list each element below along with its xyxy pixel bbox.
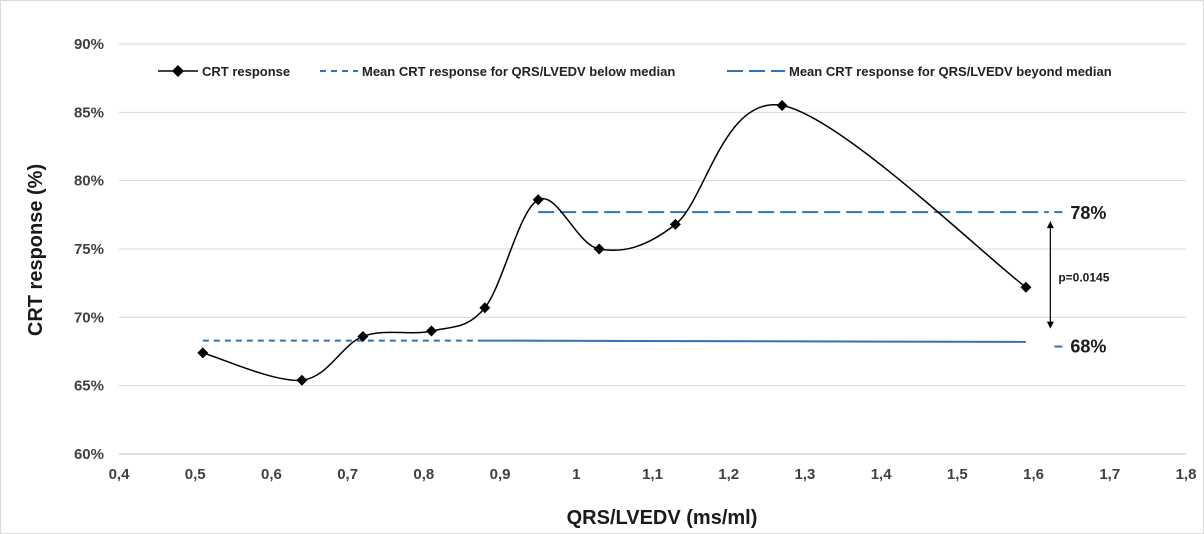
y-tick-label: 65% xyxy=(74,378,104,395)
crt-response-point xyxy=(425,325,437,337)
x-tick-label: 1,1 xyxy=(642,466,663,483)
legend-label-beyond-median: Mean CRT response for QRS/LVEDV beyond m… xyxy=(789,64,1112,79)
x-tick-label: 0,7 xyxy=(337,466,358,483)
y-tick-label: 60% xyxy=(74,446,104,463)
crt-response-point xyxy=(593,243,605,255)
x-tick-label: 1,5 xyxy=(947,466,968,483)
x-tick-label: 0,6 xyxy=(261,466,282,483)
crt-response-point xyxy=(479,302,491,314)
x-tick-label: 0,8 xyxy=(413,466,434,483)
legend-marker-crt-response xyxy=(172,65,184,77)
y-tick-labels: 60% 65% 70% 75% 80% 85% 90% xyxy=(74,36,104,463)
x-tick-label: 1,7 xyxy=(1099,466,1120,483)
x-tick-label: 0,4 xyxy=(109,466,131,483)
crt-response-point xyxy=(357,330,369,342)
x-tick-label: 1 xyxy=(572,466,580,483)
high-mean-label: 78% xyxy=(1070,203,1106,223)
x-tick-label: 1,2 xyxy=(718,466,739,483)
crt-response-point xyxy=(1020,281,1032,293)
y-axis-title: CRT response (%) xyxy=(25,164,47,336)
y-tick-label: 80% xyxy=(74,173,104,190)
x-tick-label: 1,4 xyxy=(871,466,893,483)
difference-arrow-head-down xyxy=(1046,321,1054,329)
annotation-layer xyxy=(1046,211,1063,348)
low-mean-label: 68% xyxy=(1070,337,1106,357)
grid xyxy=(119,43,1186,455)
x-tick-label: 0,5 xyxy=(185,466,206,483)
y-tick-label: 70% xyxy=(74,309,104,326)
legend: CRT response Mean CRT response for QRS/L… xyxy=(158,64,1112,79)
crt-response-point xyxy=(669,218,681,230)
difference-arrow-head-up xyxy=(1046,221,1054,229)
x-tick-labels: 0,4 0,5 0,6 0,7 0,8 0,9 1 1,1 1,2 1,3 1,4 1,5 1,6 1,7… xyxy=(109,466,1197,483)
legend-label-below-median: Mean CRT response for QRS/LVEDV below me… xyxy=(362,64,675,79)
crt-response-point xyxy=(532,194,544,206)
y-tick-label: 90% xyxy=(74,36,104,53)
series-layer xyxy=(197,100,1049,386)
median-reference-line xyxy=(481,339,1026,343)
p-value-label: p=0.0145 xyxy=(1058,270,1109,284)
x-tick-label: 0,9 xyxy=(490,466,511,483)
crt-response-point xyxy=(776,100,788,111)
crt-response-point xyxy=(197,347,209,359)
x-tick-label: 1,3 xyxy=(794,466,815,483)
x-axis-title: QRS/LVEDV (ms/ml) xyxy=(567,507,758,529)
legend-label-crt-response: CRT response xyxy=(202,64,290,79)
y-tick-label: 75% xyxy=(74,241,104,258)
x-tick-label: 1,8 xyxy=(1176,466,1197,483)
crt-response-point xyxy=(296,374,308,386)
y-tick-label: 85% xyxy=(74,104,104,121)
x-tick-label: 1,6 xyxy=(1023,466,1044,483)
